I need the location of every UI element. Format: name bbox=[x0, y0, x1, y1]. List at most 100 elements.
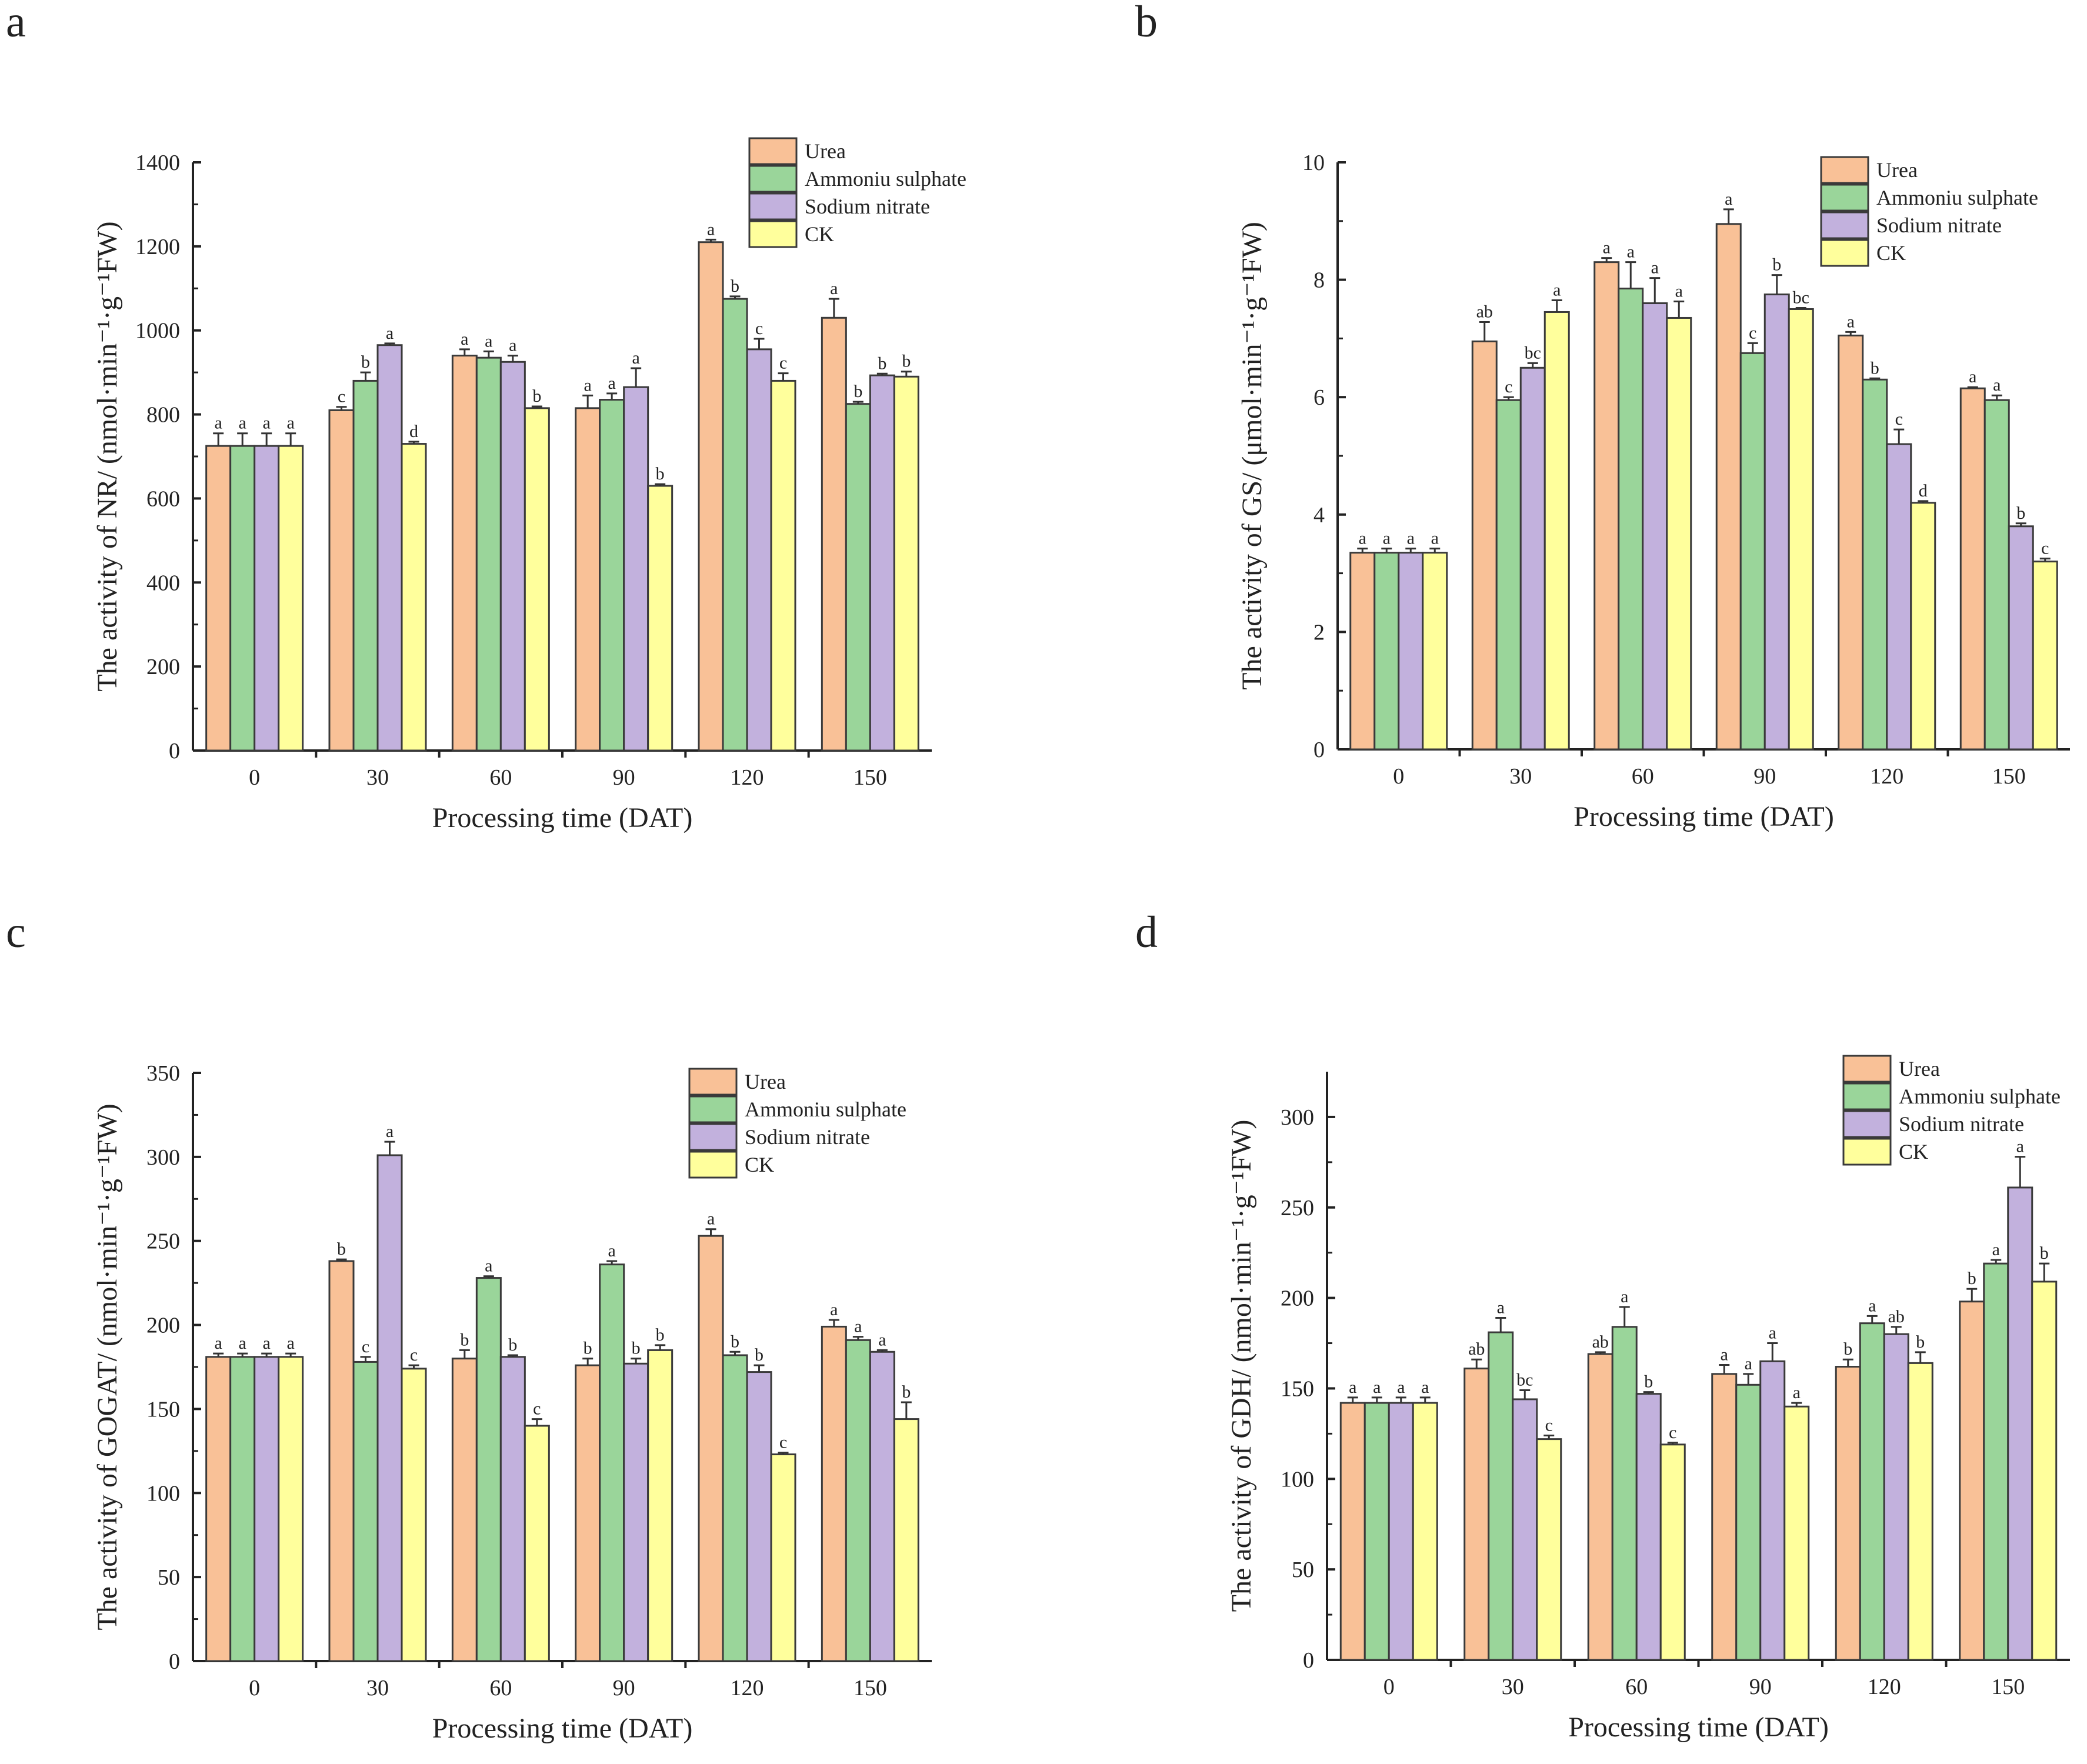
significance-label: bc bbox=[1793, 288, 1809, 308]
bar-sodium-nitrate bbox=[1519, 366, 1546, 751]
bar-ck bbox=[893, 1418, 919, 1662]
significance-label: ab bbox=[1888, 1307, 1905, 1326]
bar-ammoniu-sulphate bbox=[352, 1360, 379, 1662]
bar-urea bbox=[1959, 1301, 1985, 1661]
y-tick-label: 150 bbox=[1281, 1376, 1314, 1401]
legend-label: Sodium nitrate bbox=[1876, 214, 2002, 237]
y-tick-label: 4 bbox=[1313, 503, 1325, 528]
bar-urea bbox=[205, 445, 232, 752]
bar-urea bbox=[1959, 387, 1986, 751]
significance-label: ab bbox=[1592, 1332, 1609, 1352]
significance-label: b bbox=[1968, 1269, 1976, 1288]
significance-label: a bbox=[485, 331, 492, 351]
significance-label: a bbox=[1675, 282, 1683, 301]
significance-label: a bbox=[854, 1317, 862, 1336]
x-tick-label: 90 bbox=[613, 765, 635, 790]
x-tick-label: 120 bbox=[731, 1676, 764, 1700]
bar-sodium-nitrate bbox=[2007, 1186, 2033, 1661]
legend-swatch bbox=[688, 1123, 738, 1151]
significance-label: b bbox=[656, 464, 665, 483]
bar-urea bbox=[1587, 1353, 1613, 1661]
bar-sodium-nitrate bbox=[499, 361, 526, 752]
significance-label: b bbox=[656, 1325, 665, 1345]
significance-label: a bbox=[878, 1330, 886, 1349]
panel-letter: d bbox=[1135, 908, 1158, 957]
bar-ammoniu-sulphate bbox=[845, 403, 871, 752]
bar-ammoniu-sulphate bbox=[599, 399, 625, 752]
significance-label: a bbox=[386, 324, 394, 343]
significance-label: a bbox=[287, 1333, 295, 1353]
significance-label: b bbox=[1916, 1332, 1925, 1352]
significance-label: b bbox=[1871, 358, 1879, 378]
bar-ammoniu-sulphate bbox=[722, 298, 748, 752]
bar-ck bbox=[1536, 1438, 1562, 1661]
x-tick-label: 120 bbox=[1870, 764, 1903, 789]
significance-label: a bbox=[509, 336, 516, 355]
bar-urea bbox=[698, 1235, 724, 1662]
significance-label: a bbox=[1621, 1287, 1628, 1306]
significance-label: b bbox=[632, 1339, 641, 1358]
bar-ck bbox=[1422, 552, 1448, 751]
x-tick-label: 120 bbox=[1868, 1675, 1901, 1699]
legend-swatch bbox=[748, 165, 798, 193]
y-tick-label: 1000 bbox=[135, 319, 180, 344]
legend-label: Ammoniu sulphate bbox=[745, 1098, 906, 1121]
significance-label: a bbox=[830, 279, 838, 298]
significance-label: a bbox=[1553, 281, 1561, 300]
y-tick-label: 250 bbox=[1281, 1196, 1314, 1221]
panel-letter: b bbox=[1135, 0, 1158, 46]
bar-sodium-nitrate bbox=[1512, 1398, 1538, 1661]
bar-urea bbox=[1715, 223, 1742, 751]
significance-label: a bbox=[1397, 1378, 1405, 1397]
bar-ck bbox=[1788, 308, 1814, 751]
legend: Urea Ammoniu sulphate Sodium nitrate CK bbox=[1820, 156, 2038, 267]
bar-ammoniu-sulphate bbox=[1373, 552, 1400, 751]
legend-swatch bbox=[1820, 184, 1869, 212]
significance-label: a bbox=[1651, 258, 1659, 278]
legend-label: Ammoniu sulphate bbox=[805, 167, 966, 191]
significance-label: ab bbox=[1468, 1339, 1485, 1359]
legend: Urea Ammoniu sulphate Sodium nitrate CK bbox=[748, 137, 966, 248]
legend-label: Urea bbox=[745, 1070, 786, 1093]
significance-label: a bbox=[461, 329, 468, 349]
legend-swatch bbox=[688, 1068, 738, 1096]
bar-ammoniu-sulphate bbox=[475, 356, 502, 752]
bar-sodium-nitrate bbox=[1642, 302, 1668, 751]
y-tick-label: 8 bbox=[1313, 268, 1325, 293]
bar-ck bbox=[647, 485, 674, 752]
y-tick-label: 0 bbox=[169, 739, 180, 763]
significance-label: a bbox=[239, 414, 246, 433]
significance-label: a bbox=[1868, 1296, 1876, 1315]
significance-label: b bbox=[1772, 255, 1781, 275]
bar-ammoniu-sulphate bbox=[722, 1354, 748, 1662]
y-tick-label: 2 bbox=[1313, 620, 1325, 645]
bar-urea bbox=[698, 241, 724, 752]
bar-ammoniu-sulphate bbox=[1618, 288, 1644, 751]
y-axis-title: The activity of NR/ (nmol·min⁻¹·g⁻¹FW) bbox=[92, 221, 123, 691]
bar-urea bbox=[1471, 340, 1498, 751]
legend-swatch bbox=[1820, 239, 1869, 267]
bar-sodium-nitrate bbox=[1763, 294, 1790, 751]
bar-ammoniu-sulphate bbox=[352, 379, 379, 752]
x-tick-label: 150 bbox=[854, 1676, 887, 1700]
legend-label: CK bbox=[745, 1153, 774, 1176]
legend-label: Urea bbox=[1876, 158, 1918, 182]
significance-label: a bbox=[1992, 1240, 2000, 1259]
significance-label: a bbox=[1993, 375, 2001, 395]
significance-label: b bbox=[2040, 1243, 2049, 1263]
y-tick-label: 200 bbox=[146, 655, 180, 679]
significance-label: b bbox=[1843, 1339, 1852, 1359]
bar-ck bbox=[401, 1368, 427, 1662]
bar-urea bbox=[205, 1356, 232, 1662]
significance-label: bc bbox=[1525, 343, 1541, 362]
significance-label: a bbox=[215, 414, 222, 433]
significance-label: a bbox=[263, 414, 271, 433]
legend-label: Sodium nitrate bbox=[1899, 1112, 2024, 1136]
significance-label: a bbox=[584, 375, 592, 395]
x-tick-label: 90 bbox=[1753, 764, 1776, 789]
y-tick-label: 50 bbox=[158, 1565, 180, 1590]
significance-label: b bbox=[337, 1239, 346, 1259]
significance-label: b bbox=[2016, 503, 2025, 523]
